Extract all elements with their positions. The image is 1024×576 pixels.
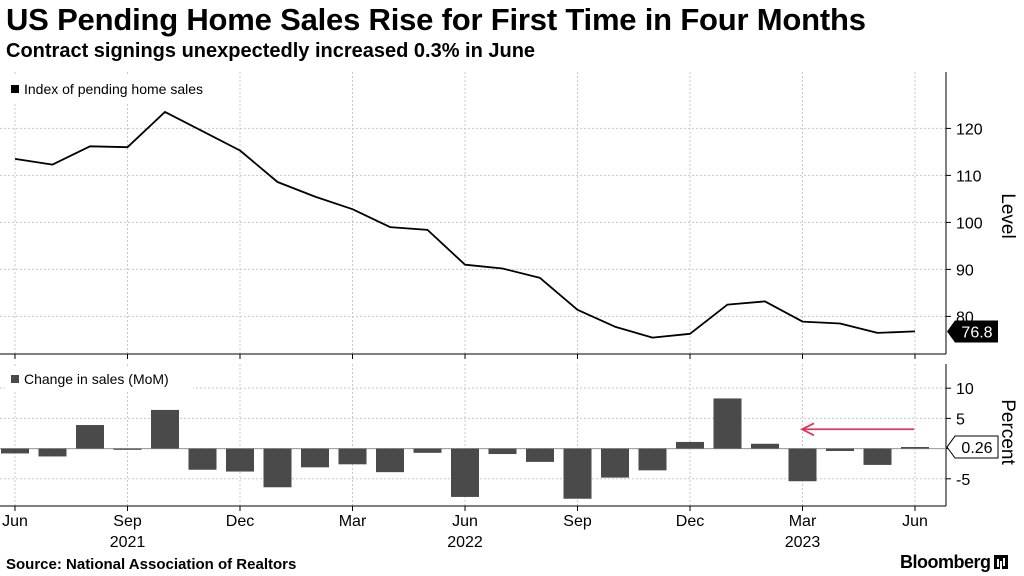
line-point-2 bbox=[88, 144, 92, 148]
legend-label-change: Change in sales (MoM) bbox=[24, 371, 169, 387]
line-point-7 bbox=[276, 180, 280, 184]
line-point-24 bbox=[913, 329, 917, 333]
bar-16 bbox=[601, 448, 629, 478]
bar-2 bbox=[76, 425, 104, 449]
line-point-0 bbox=[13, 157, 17, 161]
line-point-21 bbox=[801, 320, 805, 324]
line-point-9 bbox=[351, 207, 355, 211]
bar-20 bbox=[751, 443, 779, 449]
bar-21 bbox=[788, 448, 817, 482]
x-year-label-2: 2023 bbox=[785, 534, 821, 551]
gridlines bbox=[0, 72, 946, 506]
line-point-10 bbox=[388, 225, 392, 229]
bar-15 bbox=[563, 448, 592, 499]
bar-0 bbox=[1, 448, 29, 454]
bar-7 bbox=[263, 448, 292, 488]
x-year-label-0: 2021 bbox=[110, 534, 146, 551]
line-point-8 bbox=[313, 195, 317, 199]
line-point-11 bbox=[426, 228, 430, 232]
x-tick-label-7: Mar bbox=[789, 513, 817, 530]
brand-name: Bloomberg bbox=[900, 552, 991, 572]
legend-label-index: Index of pending home sales bbox=[24, 81, 203, 97]
line-point-6 bbox=[238, 148, 242, 152]
bar-6 bbox=[226, 448, 254, 472]
legend-swatch-change bbox=[11, 375, 19, 383]
y-axis-title-bottom: Percent bbox=[997, 399, 1018, 465]
last-value-tag-bottom bbox=[946, 435, 999, 459]
x-tick-label-1: Sep bbox=[113, 513, 142, 530]
bar-19 bbox=[713, 398, 742, 449]
bar-23 bbox=[863, 448, 892, 465]
bar-8 bbox=[301, 448, 329, 468]
y-tick-label-top-2: 100 bbox=[956, 215, 983, 232]
y-tick-label-bottom-0: -5 bbox=[956, 472, 970, 489]
bar-11 bbox=[413, 448, 442, 453]
bar-10 bbox=[376, 448, 404, 473]
line-point-3 bbox=[126, 145, 130, 149]
x-tick-label-5: Sep bbox=[563, 513, 592, 530]
bar-24 bbox=[901, 447, 929, 449]
chart-subtitle: Contract signings unexpectedly increased… bbox=[6, 40, 536, 62]
bloomberg-terminal-icon bbox=[993, 555, 1008, 569]
line-point-5 bbox=[201, 129, 205, 133]
bar-22 bbox=[826, 448, 854, 452]
bar-5 bbox=[188, 448, 217, 470]
bar-12 bbox=[451, 448, 479, 497]
y-tick-label-top-4: 120 bbox=[956, 121, 983, 138]
line-point-4 bbox=[163, 110, 167, 114]
axes bbox=[0, 72, 951, 511]
legend-swatch-index bbox=[11, 85, 19, 93]
annotation-arrow-head bbox=[799, 422, 815, 437]
last-value-label-top: 76.8 bbox=[961, 324, 992, 341]
x-tick-label-4: Jun bbox=[452, 513, 478, 530]
bar-9 bbox=[338, 448, 367, 465]
bar-13 bbox=[488, 448, 517, 455]
line-point-16 bbox=[613, 325, 617, 329]
line-point-20 bbox=[763, 299, 767, 303]
bar-4 bbox=[151, 409, 179, 449]
x-tick-label-6: Dec bbox=[676, 513, 704, 530]
line-series bbox=[13, 110, 917, 340]
x-tick-label-3: Mar bbox=[339, 513, 367, 530]
line-point-12 bbox=[463, 263, 467, 267]
pending-sales-line bbox=[14, 111, 916, 339]
line-point-13 bbox=[501, 266, 505, 270]
source-note: Source: National Association of Realtors bbox=[6, 556, 297, 573]
brand-logo: Bloomberg bbox=[900, 552, 1008, 573]
last-value-label-bottom: 0.26 bbox=[961, 440, 992, 457]
x-tick-label-2: Dec bbox=[226, 513, 254, 530]
x-year-label-1: 2022 bbox=[447, 534, 483, 551]
line-point-18 bbox=[688, 332, 692, 336]
bar-17 bbox=[638, 448, 667, 471]
last-value-tag-top bbox=[947, 320, 998, 343]
line-point-23 bbox=[876, 331, 880, 335]
line-point-17 bbox=[651, 336, 655, 340]
y-tick-label-top-1: 90 bbox=[956, 262, 974, 279]
legend-box-bottom bbox=[5, 366, 193, 392]
bar-14 bbox=[526, 448, 554, 462]
chart-title: US Pending Home Sales Rise for First Tim… bbox=[6, 2, 866, 37]
line-point-14 bbox=[538, 276, 542, 280]
line-point-1 bbox=[51, 163, 55, 167]
x-tick-label-8: Jun bbox=[902, 513, 928, 530]
x-tick-label-0: Jun bbox=[2, 513, 28, 530]
y-tick-label-bottom-2: 5 bbox=[956, 411, 965, 428]
bar-series bbox=[1, 398, 929, 499]
bar-1 bbox=[38, 448, 67, 457]
legend-box-top bbox=[5, 76, 236, 102]
y-tick-label-bottom-3: 10 bbox=[956, 381, 974, 398]
line-point-22 bbox=[838, 321, 842, 325]
bar-18 bbox=[676, 441, 704, 449]
line-point-15 bbox=[576, 308, 580, 312]
y-axis-title-top: Level bbox=[997, 193, 1018, 238]
y-tick-label-top-3: 110 bbox=[956, 168, 982, 185]
bar-3 bbox=[113, 448, 142, 450]
line-point-19 bbox=[726, 303, 730, 307]
